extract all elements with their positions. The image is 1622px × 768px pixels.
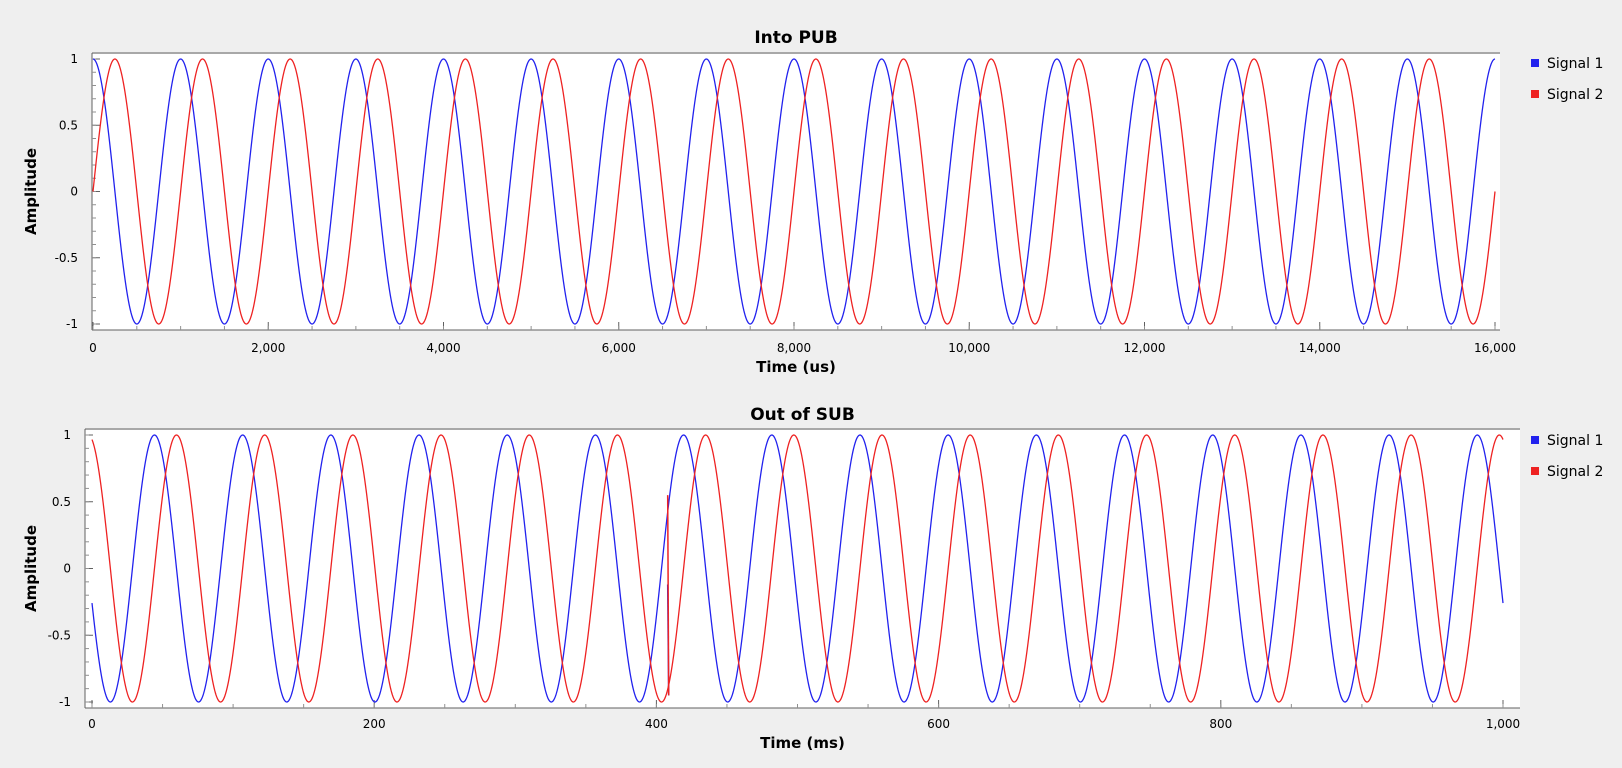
x-tick-label: 200 (363, 717, 386, 731)
y-tick-label: 0.5 (59, 118, 78, 132)
x-tick-label: 800 (1209, 717, 1232, 731)
y-tick-label: -0.5 (55, 251, 78, 265)
x-tick-label: 2,000 (251, 341, 285, 355)
x-tick-label: 400 (645, 717, 668, 731)
series-glitch-2 (666, 495, 670, 696)
y-tick-label: 0 (70, 185, 78, 199)
plot-area (92, 53, 1500, 330)
x-axis-label: Time (ms) (760, 734, 845, 752)
y-tick-label: -0.5 (48, 628, 71, 642)
legend-swatch (1531, 467, 1539, 475)
x-tick-label: 6,000 (602, 341, 636, 355)
legend-swatch (1531, 436, 1539, 444)
legend-swatch (1531, 90, 1539, 98)
x-tick-label: 12,000 (1124, 341, 1166, 355)
legend-label: Signal 1 (1547, 56, 1603, 72)
legend-label: Signal 2 (1547, 87, 1603, 103)
legend-label: Signal 1 (1547, 433, 1603, 449)
x-tick-label: 600 (927, 717, 950, 731)
x-tick-label: 8,000 (777, 341, 811, 355)
plot-area (85, 429, 1520, 708)
series-line-2 (91, 434, 1504, 703)
x-tick-label: 1,000 (1486, 717, 1520, 731)
x-axis-label: Time (us) (756, 358, 836, 376)
y-axis-label: Amplitude (22, 148, 40, 235)
y-tick-label: -1 (59, 695, 71, 709)
series-line-1 (92, 58, 1496, 325)
y-tick-label: -1 (66, 317, 78, 331)
y-tick-label: 1 (63, 428, 71, 442)
chart-1: Into PUB Time (us) Amplitude 1 0.5 0 -0.5 -1 0 2,… (22, 28, 1603, 376)
legend-swatch (1531, 59, 1539, 67)
y-axis-label: Amplitude (22, 525, 40, 612)
x-tick-label: 4,000 (426, 341, 460, 355)
chart-2: Out of SUB Time (ms) Amplitude 1 0.5 0 -0.5 -1 0… (22, 405, 1603, 752)
x-tick-label: 16,000 (1474, 341, 1516, 355)
x-tick-label: 14,000 (1299, 341, 1341, 355)
chart-title: Into PUB (754, 28, 837, 48)
series-line-2 (92, 58, 1496, 325)
legend-label: Signal 2 (1547, 464, 1603, 480)
chart-title: Out of SUB (750, 405, 855, 425)
y-tick-label: 1 (70, 52, 78, 66)
y-tick-label: 0 (63, 562, 71, 576)
x-tick-label: 10,000 (948, 341, 990, 355)
y-tick-label: 0.5 (52, 495, 71, 509)
x-tick-label: 0 (89, 341, 97, 355)
x-tick-label: 0 (88, 717, 96, 731)
